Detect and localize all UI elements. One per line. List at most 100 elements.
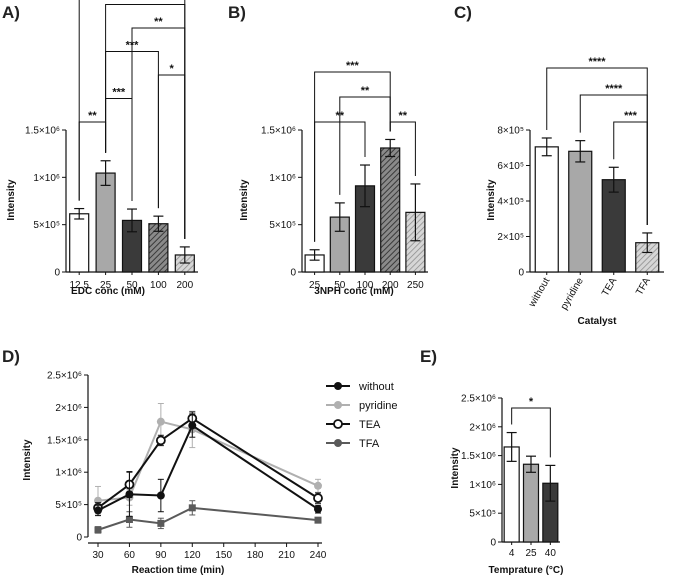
panel-c: C) 0 2×10⁵ 4×10⁵ 6×10⁵ 8×10⁵ without pyridine T… [454,3,664,327]
panel-a-xlabel: EDC conc (mM) [71,286,145,297]
d-legend-label-without: without [358,381,394,393]
a-y-tick-label: 1×10⁶ [33,173,60,184]
d-x-tick-label: 90 [155,550,167,561]
panel-b-ylabel: Intensity [239,179,250,221]
a-sig-label-0: ** [88,110,97,122]
d-point-TFA [314,516,322,524]
b-x-tick-label: 100 [357,280,374,291]
b-x-tick-label: 200 [382,280,399,291]
b-x-tick-label: 50 [334,280,346,291]
panel-a-ylabel: Intensity [6,179,17,221]
c-y-tick-label: 4×10⁵ [497,197,524,208]
e-y-tick-label: 2.5×10⁶ [461,394,496,405]
d-y-tick-label: 1×10⁶ [55,468,82,479]
d-y-tick-label: 2×10⁶ [55,403,82,414]
d-legend-marker-TFA [334,439,342,447]
panel-d: D) 0 5×10⁵ 1×10⁶ 1.5×10⁶ 2×10⁶ 2.5×10⁶ 30 60 90 1… [2,347,398,576]
c-sig-label-1: **** [605,83,623,95]
d-y-tick-label: 2.5×10⁶ [47,371,82,382]
e-bar-1 [522,463,540,543]
d-point-TEA [155,435,166,446]
panel-c-xlabel: Catalyst [578,316,618,327]
panel-d-ylabel: Intensity [22,439,33,481]
d-x-tick-label: 180 [247,550,264,561]
d-x-tick-label: 120 [184,550,201,561]
d-y-tick-label: 0 [76,533,82,544]
a-bar-0 [69,213,90,273]
c-x-tick-label: without [526,276,552,310]
panel-d-xlabel: Reaction time (min) [132,565,225,576]
d-legend-marker-TEA [333,419,343,429]
b-y-tick-label: 1×10⁶ [269,173,296,184]
panel-d-label: D) [2,347,20,366]
c-y-tick-label: 8×10⁵ [497,126,524,137]
c-y-tick-label: 6×10⁵ [497,161,524,172]
d-point-pyridine [314,481,322,490]
d-legend-label-TEA: TEA [359,419,381,431]
d-point-without [314,505,322,514]
panel-a-label: A) [2,3,20,22]
e-y-tick-label: 0 [490,538,496,549]
a-sig-bracket-2 [157,74,186,239]
e-x-tick-label: 25 [525,548,537,559]
panel-e-ylabel: Intensity [450,447,461,489]
a-x-tick-label: 50 [126,280,138,291]
d-point-pyridine [156,417,165,426]
a-sig-label-1: *** [112,87,126,99]
b-y-tick-label: 1.5×10⁶ [261,126,296,137]
a-x-tick-label: 100 [150,280,167,291]
d-point-TFA [125,516,133,524]
e-sig-label-0: * [529,396,534,408]
c-x-tick-label: TFA [634,276,653,298]
e-x-tick-label: 40 [545,548,557,559]
c-sig-label-0: *** [624,110,638,122]
c-sig-label-2: **** [588,56,606,68]
a-bar-1 [95,172,116,273]
a-y-tick-label: 0 [54,268,60,279]
d-point-without [94,506,102,515]
e-y-tick-label: 1.5×10⁶ [461,451,496,462]
d-x-tick-label: 150 [215,550,232,561]
b-sig-label-1: ** [399,110,408,122]
d-point-without [125,490,134,499]
c-y-tick-label: 2×10⁵ [497,232,524,243]
a-x-tick-label: 12.5 [69,280,89,291]
a-sig-bracket-5 [105,4,186,239]
d-point-TFA [188,504,196,512]
a-sig-label-5: **** [137,0,155,5]
d-x-tick-label: 30 [92,550,104,561]
d-legend-label-pyridine: pyridine [359,400,398,412]
d-point-TFA [157,519,165,527]
d-point-without [188,421,197,430]
b-sig-bracket-3 [314,71,391,242]
e-y-tick-label: 1×10⁶ [469,480,496,491]
c-bar-1 [568,150,593,273]
c-bar-0 [534,146,559,273]
d-x-tick-label: 240 [310,550,327,561]
a-sig-label-2: * [169,63,174,75]
d-x-tick-label: 210 [278,550,295,561]
panel-e-label: E) [420,347,437,366]
panel-c-label: C) [454,3,472,22]
c-y-tick-label: 0 [518,268,524,279]
d-y-tick-label: 5×10⁵ [55,500,82,511]
d-legend-marker-without [334,382,342,390]
d-y-tick-label: 1.5×10⁶ [47,435,82,446]
c-x-tick-label: TEA [600,276,619,299]
e-sig-bracket-0 [511,407,551,458]
e-x-tick-label: 4 [509,548,515,559]
b-bar-3 [380,147,401,273]
d-point-TEA [313,493,323,504]
d-legend-label-TFA: TFA [359,438,380,450]
a-y-tick-label: 1.5×10⁶ [25,126,60,137]
c-x-tick-label: pyridine [559,276,586,312]
panel-c-plot: 0 2×10⁵ 4×10⁵ 6×10⁵ 8×10⁵ without pyridine TEA T… [497,56,664,312]
b-x-tick-label: 250 [407,280,424,291]
a-x-tick-label: 25 [100,280,112,291]
d-x-tick-label: 60 [124,550,136,561]
